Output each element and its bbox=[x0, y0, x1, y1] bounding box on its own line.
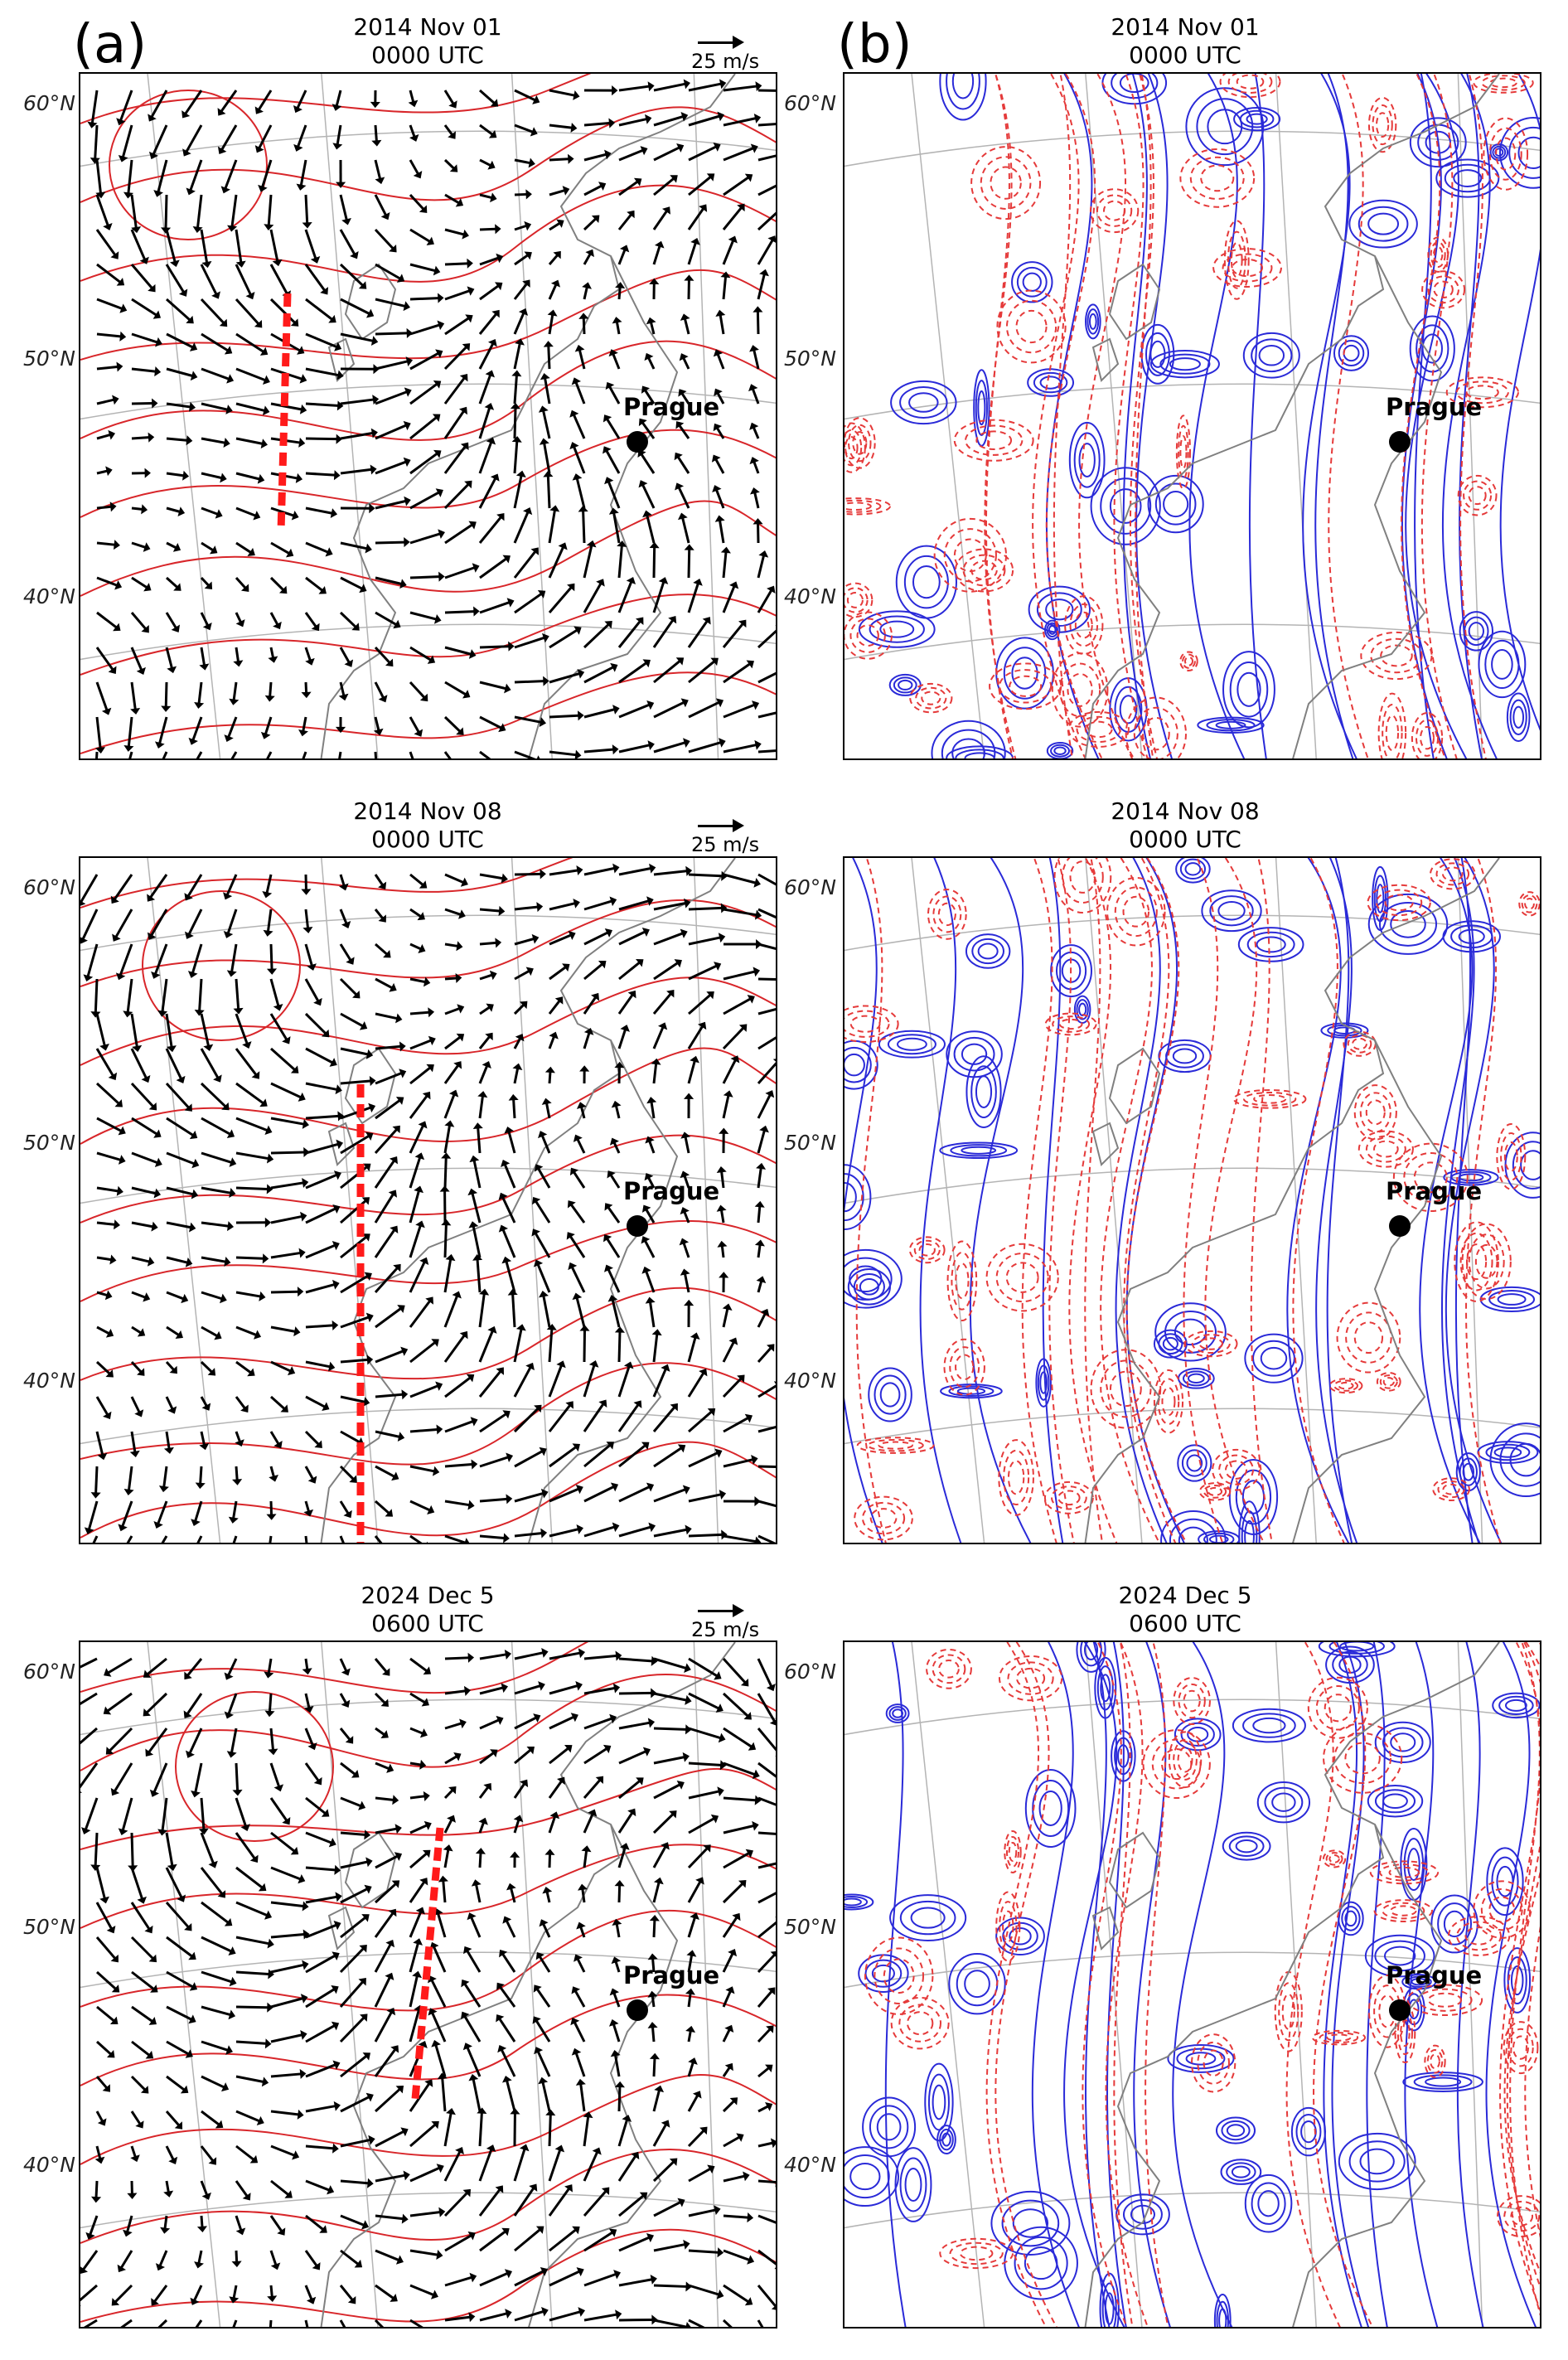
panel-b2-title: 2014 Nov 08 0000 UTC bbox=[936, 797, 1434, 854]
lat-label-50-a3: 50°N bbox=[23, 1915, 76, 1939]
positive-contours bbox=[844, 1642, 1540, 2327]
panel-a1-time: 0000 UTC bbox=[371, 41, 484, 69]
coastline bbox=[320, 74, 736, 758]
lat-label-60-b2: 60°N bbox=[784, 875, 837, 899]
cross-section-line bbox=[277, 293, 292, 532]
lat-label-50-b1: 50°N bbox=[784, 346, 837, 371]
coastline bbox=[1084, 858, 1500, 1543]
prague-label-a2: Prague bbox=[623, 1177, 720, 1205]
prague-label-a3: Prague bbox=[623, 1961, 720, 1989]
map-canvas bbox=[80, 1642, 776, 2327]
map-canvas bbox=[80, 74, 776, 758]
map-panel-a3 bbox=[79, 1640, 777, 2329]
coastline bbox=[1084, 1642, 1500, 2327]
cross-section-line bbox=[411, 1827, 444, 2100]
panel-a1-date: 2014 Nov 01 bbox=[353, 13, 502, 41]
panel-a3-title: 2024 Dec 5 0600 UTC bbox=[179, 1582, 676, 1638]
lat-label-60-b1: 60°N bbox=[784, 91, 837, 115]
map-canvas bbox=[844, 74, 1540, 758]
panel-a2-date: 2014 Nov 08 bbox=[353, 797, 502, 825]
lat-label-60-a2: 60°N bbox=[23, 875, 76, 899]
reference-arrow-icon bbox=[698, 41, 736, 44]
prague-label-a1: Prague bbox=[623, 393, 720, 421]
map-panel-b3 bbox=[843, 1640, 1541, 2329]
reference-vector-label: 25 m/s bbox=[691, 50, 760, 73]
map-panel-a1 bbox=[79, 72, 777, 760]
prague-marker-a2 bbox=[627, 1215, 648, 1237]
map-canvas bbox=[844, 1642, 1540, 2327]
prague-marker-b2 bbox=[1389, 1215, 1411, 1237]
panel-a2-time: 0000 UTC bbox=[371, 826, 484, 853]
panel-label-a: (a) bbox=[73, 14, 148, 75]
lat-label-40-a3: 40°N bbox=[23, 2153, 76, 2177]
positive-contours bbox=[844, 858, 1540, 1543]
graticule bbox=[80, 858, 776, 1543]
panel-b3-title: 2024 Dec 5 0600 UTC bbox=[936, 1582, 1434, 1638]
panel-b1-time: 0000 UTC bbox=[1129, 41, 1241, 69]
wind-vectors bbox=[80, 1647, 776, 2327]
prague-label-b2: Prague bbox=[1386, 1177, 1483, 1205]
panel-a3-time: 0600 UTC bbox=[371, 1610, 484, 1637]
negative-contours bbox=[844, 74, 1534, 758]
lat-label-40-b3: 40°N bbox=[784, 2153, 837, 2177]
lat-label-60-b3: 60°N bbox=[784, 1660, 837, 1684]
map-panel-a2 bbox=[79, 856, 777, 1544]
reference-arrow-icon bbox=[698, 825, 736, 827]
map-canvas bbox=[844, 858, 1540, 1543]
prague-marker-b3 bbox=[1389, 1999, 1411, 2021]
panel-b1-title: 2014 Nov 01 0000 UTC bbox=[936, 13, 1434, 70]
lat-label-50-a1: 50°N bbox=[23, 346, 76, 371]
lat-label-40-a2: 40°N bbox=[23, 1369, 76, 1393]
map-canvas bbox=[80, 858, 776, 1543]
lat-label-40-b2: 40°N bbox=[784, 1369, 837, 1393]
height-contours bbox=[80, 74, 776, 754]
lat-label-40-b1: 40°N bbox=[784, 584, 837, 608]
panel-b1-date: 2014 Nov 01 bbox=[1111, 13, 1260, 41]
panel-label-b: (b) bbox=[837, 14, 912, 75]
coastline bbox=[1084, 74, 1500, 758]
panel-b3-time: 0600 UTC bbox=[1129, 1610, 1241, 1637]
reference-arrow-icon bbox=[698, 1610, 736, 1612]
negative-contours bbox=[844, 858, 1540, 1543]
lat-label-60-a3: 60°N bbox=[23, 1660, 76, 1684]
wind-vectors bbox=[87, 79, 776, 758]
panel-b3-date: 2024 Dec 5 bbox=[1118, 1582, 1252, 1609]
lat-label-60-a1: 60°N bbox=[23, 91, 76, 115]
panel-b2-time: 0000 UTC bbox=[1129, 826, 1241, 853]
coastline bbox=[320, 1642, 736, 2327]
map-panel-b1 bbox=[843, 72, 1541, 760]
prague-label-b1: Prague bbox=[1386, 393, 1483, 421]
graticule bbox=[844, 858, 1540, 1543]
prague-marker-b1 bbox=[1389, 431, 1411, 453]
graticule bbox=[844, 74, 1540, 758]
coastline bbox=[320, 858, 736, 1543]
lat-label-50-b3: 50°N bbox=[784, 1915, 837, 1939]
panel-a2-title: 2014 Nov 08 0000 UTC bbox=[179, 797, 676, 854]
negative-contours bbox=[864, 1642, 1540, 2327]
panel-a3-date: 2024 Dec 5 bbox=[361, 1582, 495, 1609]
lat-label-40-a1: 40°N bbox=[23, 584, 76, 608]
panel-b2-date: 2014 Nov 08 bbox=[1111, 797, 1260, 825]
map-panel-b2 bbox=[843, 856, 1541, 1544]
reference-vector-label: 25 m/s bbox=[691, 1618, 760, 1641]
wind-vectors bbox=[80, 863, 776, 1543]
lat-label-50-a2: 50°N bbox=[23, 1131, 76, 1155]
prague-label-b3: Prague bbox=[1386, 1961, 1483, 1989]
lat-label-50-b2: 50°N bbox=[784, 1131, 837, 1155]
reference-vector-label: 25 m/s bbox=[691, 833, 760, 856]
graticule bbox=[80, 74, 776, 758]
prague-marker-a3 bbox=[627, 1999, 648, 2021]
prague-marker-a1 bbox=[627, 431, 648, 453]
panel-a1-title: 2014 Nov 01 0000 UTC bbox=[179, 13, 676, 70]
